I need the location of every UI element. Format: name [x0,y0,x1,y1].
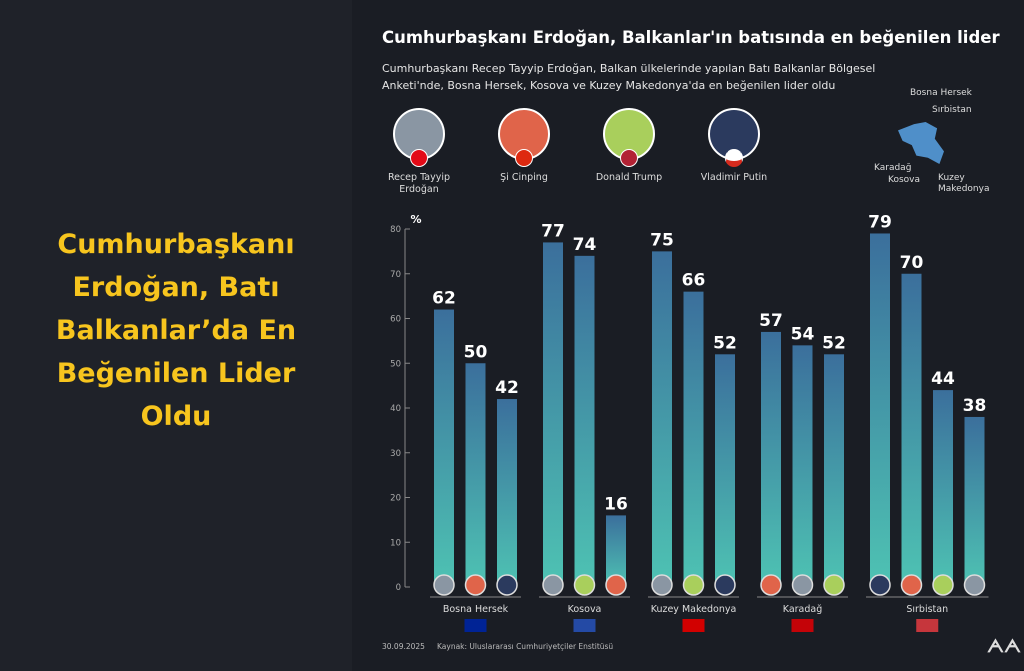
bosnia-flag-icon [464,619,487,632]
bar [683,291,704,587]
map-label: Sırbistan [932,105,972,115]
value-label: 54 [791,324,815,344]
leader-name: Vladimir Putin [700,172,768,183]
value-label: 42 [495,378,519,398]
headline: Cumhurbaşkanı Erdoğan, Batı Balkanlar’da… [55,229,297,432]
leader-avatar-icon [651,574,673,596]
y-tick-label: 30 [390,449,401,459]
bar [434,309,454,587]
map-label: Bosna Hersek [910,88,972,98]
map-label: Kosova [888,175,920,185]
y-tick-label: 10 [390,538,401,548]
leader-avatar-icon [573,574,596,596]
kosovo-flag-icon [573,619,596,632]
leader-avatar-icon [433,574,455,596]
value-label: 52 [822,333,846,353]
leader-avatar-icon [542,574,564,596]
leader-avatar-icon [823,574,845,596]
y-axis-label: % [410,213,421,226]
y-tick-label: 60 [390,315,401,325]
aa-logo: ᗅᗅ [987,636,1021,657]
value-label: 74 [573,235,597,255]
bar [715,354,735,587]
value-label: 79 [868,212,892,232]
bar [574,255,595,587]
date: 30.09.2025 [382,642,425,651]
serbia-flag-icon [916,619,939,632]
country-label: Bosna Hersek [443,604,509,615]
value-label: 16 [604,494,628,514]
leader-avatar-icon [605,574,627,596]
country-label: Kosova [568,604,602,615]
macedonia-flag-icon [682,619,705,632]
value-label: 52 [713,333,737,353]
y-tick-label: 70 [390,270,401,280]
china-flag-icon [515,149,533,167]
value-label: 50 [464,342,488,362]
bar [933,390,953,587]
y-tick-label: 0 [396,583,401,593]
value-label: 75 [650,230,674,250]
bar [543,242,563,588]
country-label: Kuzey Makedonya [651,604,737,615]
map-label: Kuzey Makedonya [938,173,990,194]
leader-avatar-icon [869,574,891,596]
bar [497,399,517,587]
leader-avatar-icon [900,574,923,596]
leader-avatar-icon [682,574,705,596]
turkey-flag-icon [410,149,428,167]
bar [964,416,985,587]
leader-xi: Şi Cinping [479,108,569,184]
source: Kaynak: Uluslararası Cumhuriyetçiler Ens… [437,642,614,651]
leader-avatar-icon [791,574,814,596]
leader-erdogan: Recep Tayyip Erdoğan [374,108,464,196]
leader-putin: Vladimir Putin [689,108,779,184]
leader-avatar-icon [932,574,954,596]
avatar [393,108,445,167]
bar [792,345,813,587]
country-label: Sırbistan [906,604,948,615]
country-label: Karadağ [783,604,823,615]
leader-name: Donald Trump [595,172,663,183]
left-panel: Cumhurbaşkanı Erdoğan, Batı Balkanlar’da… [0,0,352,671]
value-label: 66 [682,271,706,291]
value-label: 38 [963,396,987,416]
leader-avatar-icon [963,574,986,596]
y-tick-label: 20 [390,494,401,504]
leader-name: Şi Cinping [500,172,548,183]
y-tick-label: 50 [390,359,401,369]
y-tick-label: 40 [390,404,401,414]
chart-title: Cumhurbaşkanı Erdoğan, Balkanlar'ın batı… [382,28,1000,47]
leader-avatar-icon [714,574,736,596]
avatar [708,108,760,167]
usa-flag-icon [620,149,638,167]
value-label: 70 [900,253,924,273]
value-label: 62 [432,289,456,309]
avatar [498,108,550,167]
bar [465,363,486,587]
leader-avatar-icon [464,574,487,596]
bar [652,251,672,587]
value-label: 44 [931,369,955,389]
value-label: 77 [541,221,565,241]
bar [824,354,844,587]
avatar [603,108,655,167]
leader-name: Recep Tayyip Erdoğan [387,172,451,195]
y-tick-label: 80 [390,225,401,235]
leader-trump: Donald Trump [584,108,674,184]
leader-avatar-icon [760,574,782,596]
bar [606,515,626,587]
value-label: 57 [759,311,783,331]
map-label: Karadağ [874,163,912,173]
chart-subtitle: Cumhurbaşkanı Recep Tayyip Erdoğan, Balk… [382,62,876,92]
russia-flag-icon [725,149,743,167]
montenegro-flag-icon [791,619,814,632]
leader-avatar-icon [496,574,518,596]
bar [870,233,890,587]
bar [761,331,781,587]
bar [901,273,922,587]
